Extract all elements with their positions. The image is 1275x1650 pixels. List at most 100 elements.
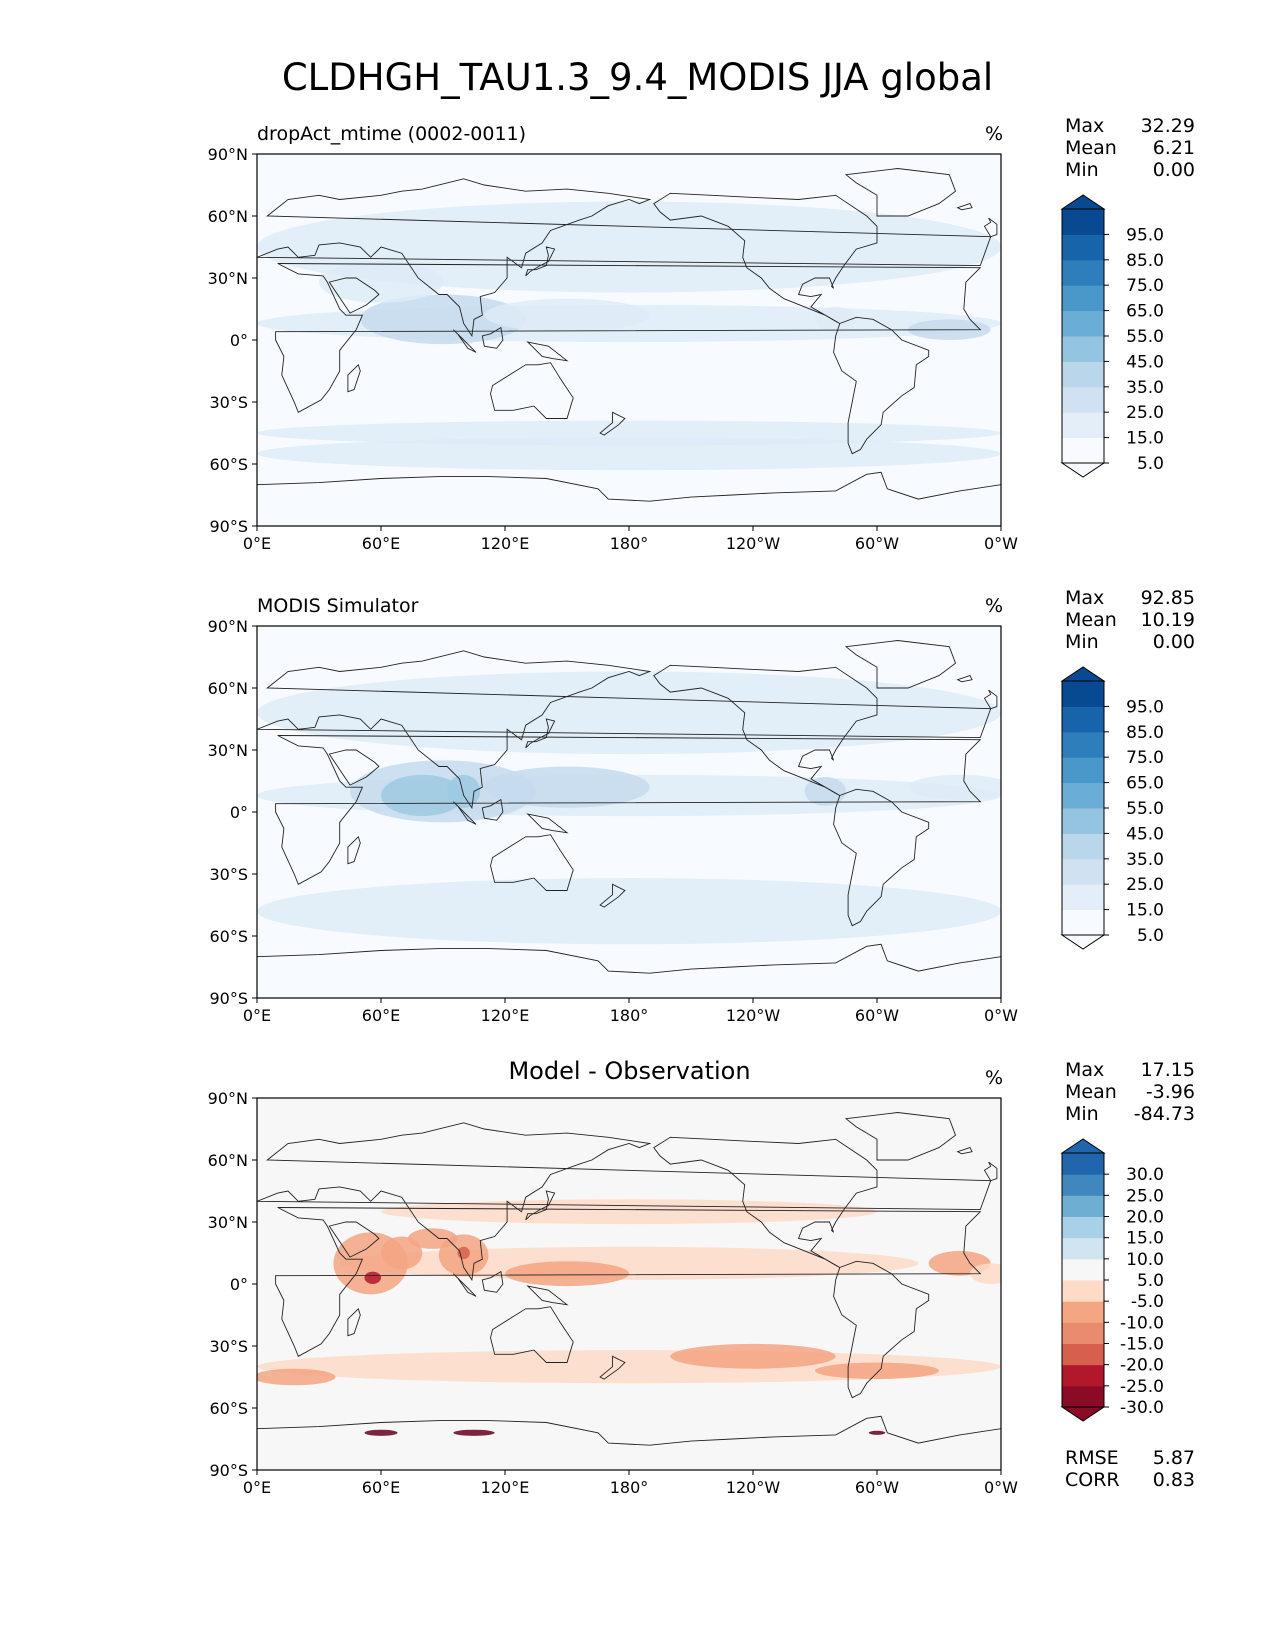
colorbar-segment — [1062, 1153, 1104, 1175]
colorbar-segment — [1062, 259, 1104, 286]
colorbar-label: 15.0 — [1126, 1229, 1164, 1249]
panel-test-model: dropAct_mtime (0002-0011) % Max 32.29 Mea… — [0, 113, 1275, 583]
coastline — [275, 1207, 982, 1357]
colorbar-segment — [1062, 437, 1104, 464]
colorbar-segment — [1062, 706, 1104, 733]
colorbar-segment — [1062, 412, 1104, 439]
coastline — [328, 1221, 380, 1258]
rmse-value: 5.87 — [1152, 1447, 1195, 1469]
stat-min-label: Min — [1065, 1103, 1099, 1125]
stats-box: Max 17.15 Mean -3.96 Min -84.73 — [1065, 1059, 1195, 1125]
colorbar-extend-max — [1060, 1138, 1106, 1154]
coastline — [490, 1306, 574, 1363]
coastline — [275, 263, 982, 413]
colorbar-segment — [1062, 681, 1104, 707]
lat-tick-label: 90°N — [208, 1089, 248, 1108]
stat-min-label: Min — [1065, 159, 1099, 181]
lon-tick-label: 120°W — [726, 1478, 781, 1497]
colorbar-segment — [1062, 1322, 1104, 1344]
coastline — [490, 834, 574, 891]
field-contour — [457, 1246, 470, 1260]
field-contour — [319, 261, 443, 303]
lat-tick-label: 30°N — [208, 1213, 248, 1232]
lon-tick-label: 120°W — [726, 534, 781, 553]
panel-title: dropAct_mtime (0002-0011) — [257, 123, 527, 145]
lon-tick-label: 0°W — [984, 1006, 1018, 1025]
stat-max-label: Max — [1065, 115, 1105, 137]
coastline — [833, 1260, 930, 1399]
colorbar-label: 65.0 — [1126, 774, 1164, 794]
stat-min-label: Min — [1065, 631, 1099, 653]
coastline — [481, 1270, 504, 1293]
lat-tick-label: 0° — [230, 1275, 248, 1294]
field-contour — [364, 1429, 398, 1436]
stats-box: Max 92.85 Mean 10.19 Min 0.00 — [1065, 587, 1195, 653]
coastline — [452, 1273, 477, 1297]
colorbar-segment — [1062, 1280, 1104, 1302]
colorbar-label: 15.0 — [1126, 901, 1164, 921]
colorbar-segment — [1062, 386, 1104, 413]
field-contour — [381, 1236, 423, 1270]
panel-difference: Model - Observation % Max 17.15 Mean -3.96… — [0, 1057, 1275, 1527]
colorbar-label: -15.0 — [1120, 1335, 1164, 1355]
lon-tick-label: 120°E — [481, 1006, 530, 1025]
colorbar-segment — [1062, 336, 1104, 362]
colorbar-extend-min — [1060, 462, 1106, 478]
field-contour — [505, 1261, 629, 1287]
coastline — [956, 1147, 973, 1155]
field-contour — [908, 774, 1001, 800]
coastline — [452, 329, 477, 353]
field-contour — [453, 1429, 495, 1436]
coastline — [257, 650, 992, 810]
units-label: % — [985, 1067, 1004, 1089]
colorbar-segment — [1062, 1216, 1104, 1239]
colorbar: 30.025.020.015.010.05.0-5.0-10.0-15.0-20… — [1060, 1138, 1164, 1422]
coastline — [983, 689, 998, 710]
coastline — [328, 749, 380, 786]
lat-tick-label: 90°S — [209, 1461, 248, 1480]
colorbar-label: 35.0 — [1126, 850, 1164, 870]
coastline — [275, 735, 982, 885]
field-contour — [257, 201, 1001, 293]
coastline — [525, 246, 556, 277]
colorbar-label: 75.0 — [1126, 276, 1164, 296]
colorbar-label: 35.0 — [1126, 378, 1164, 398]
stat-min-value: 0.00 — [1152, 631, 1195, 653]
corr-label: CORR — [1065, 1469, 1120, 1491]
lat-tick-label: 30°S — [209, 1337, 248, 1356]
colorbar-label: 85.0 — [1126, 251, 1164, 271]
field-contour — [815, 1362, 939, 1380]
field-contour — [804, 776, 846, 806]
stat-min-value: -84.73 — [1133, 1103, 1195, 1125]
colorbar-segment — [1062, 1364, 1104, 1387]
coastline — [833, 788, 930, 927]
colorbar-label: 45.0 — [1126, 352, 1164, 372]
colorbar-label: -30.0 — [1120, 1398, 1164, 1418]
field-contour — [484, 298, 650, 332]
lat-tick-label: 30°S — [209, 393, 248, 412]
colorbar-label: -25.0 — [1120, 1377, 1164, 1397]
field-contour — [364, 1271, 381, 1284]
stat-max-label: Max — [1065, 1059, 1105, 1081]
coastline — [956, 203, 973, 211]
lon-tick-label: 0°E — [243, 1478, 271, 1497]
field-contour — [257, 420, 1001, 446]
lon-tick-label: 60°E — [362, 1478, 400, 1497]
coastline — [599, 883, 626, 908]
metrics-box: RMSE 5.87 CORR 0.83 — [1065, 1447, 1195, 1491]
coastline — [844, 640, 957, 689]
colorbar-label: 85.0 — [1126, 723, 1164, 743]
panel-title: Model - Observation — [508, 1057, 751, 1085]
lat-tick-label: 30°S — [209, 865, 248, 884]
colorbar-label: 55.0 — [1126, 799, 1164, 819]
colorbar-label: 65.0 — [1126, 302, 1164, 322]
colorbar-extend-max — [1060, 666, 1106, 682]
field-contour — [670, 1343, 836, 1369]
coastline — [347, 835, 361, 865]
stat-mean-label: Mean — [1065, 137, 1117, 159]
lat-tick-label: 60°S — [209, 455, 248, 474]
corr-value: 0.83 — [1152, 1469, 1195, 1491]
field-contour — [815, 306, 857, 332]
colorbar-label: 15.0 — [1126, 429, 1164, 449]
colorbar-label: 20.0 — [1126, 1208, 1164, 1228]
